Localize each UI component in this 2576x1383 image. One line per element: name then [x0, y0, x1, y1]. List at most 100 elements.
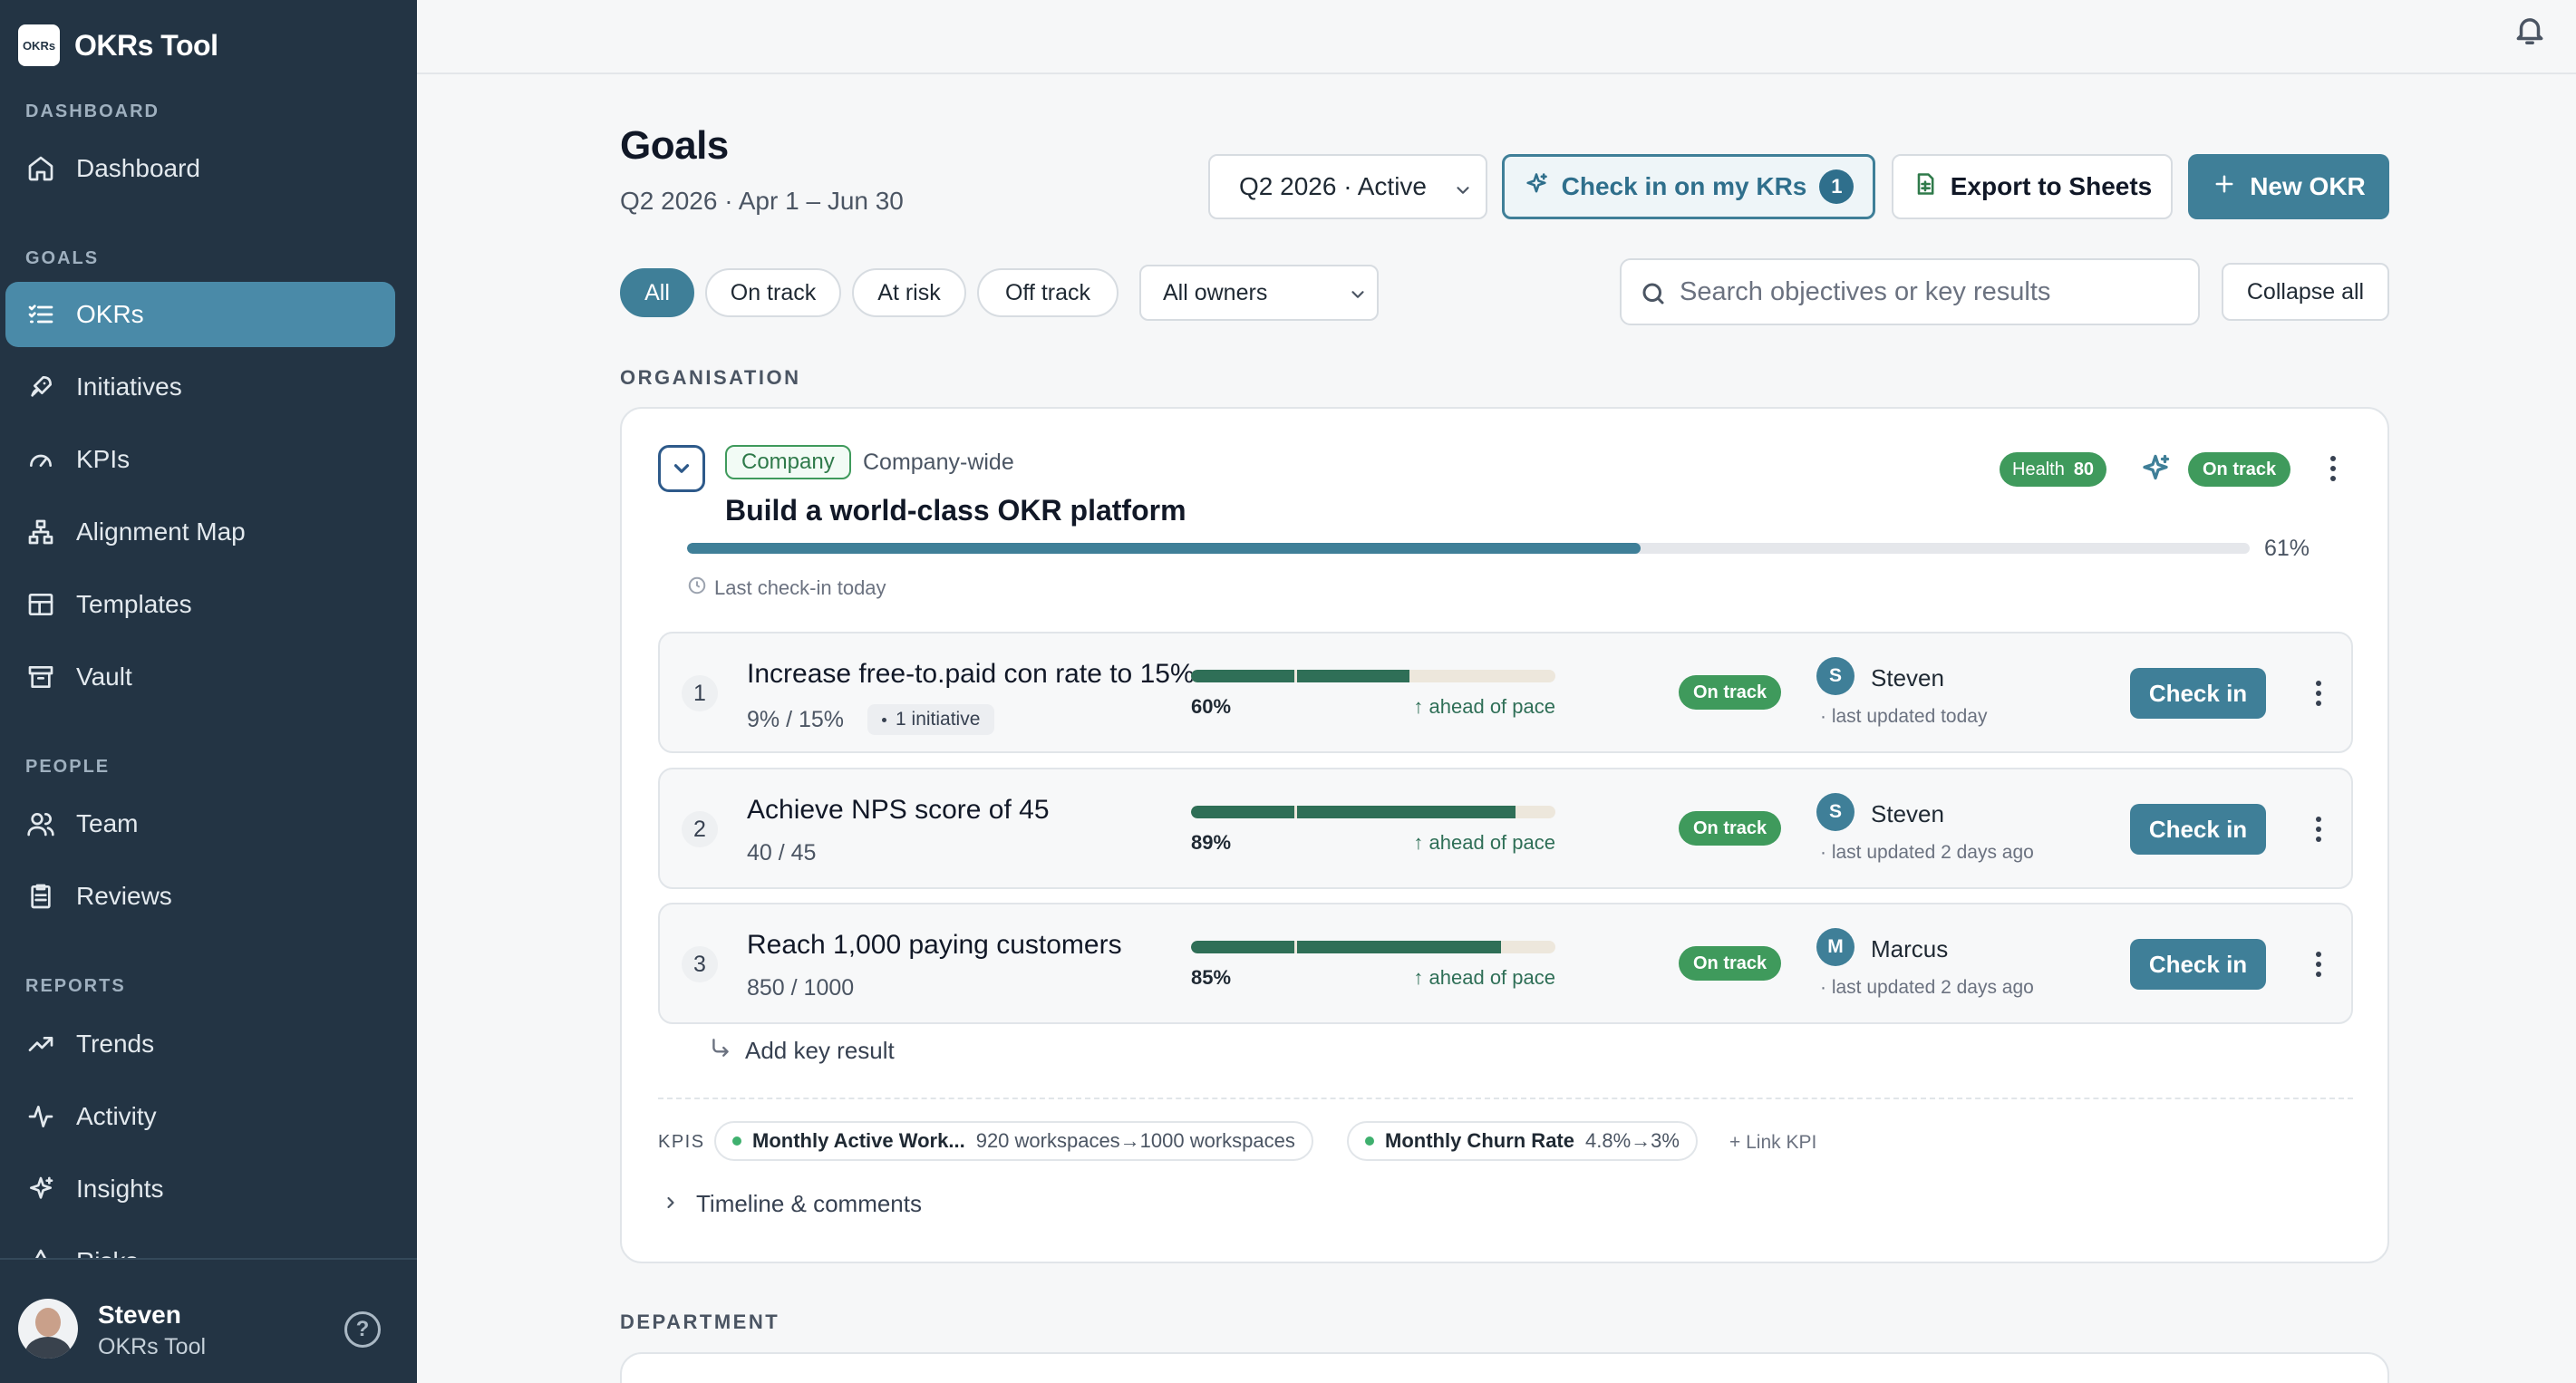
department-card	[620, 1352, 2389, 1383]
filter-on-track[interactable]: On track	[705, 268, 841, 317]
timeline-toggle[interactable]: Timeline & comments	[662, 1190, 922, 1218]
sparkle-icon[interactable]	[2139, 452, 2172, 485]
kr-meta: 9% / 15% 1 initiative	[747, 704, 995, 735]
more-options-icon[interactable]	[2310, 948, 2328, 981]
divider	[658, 1098, 2353, 1099]
sidebar-item-label: OKRs	[76, 300, 144, 328]
objective-tag: Company	[725, 445, 851, 479]
kr-pace: ↑ ahead of pace	[1413, 695, 1555, 718]
kpi-chip[interactable]: Monthly Churn Rate 4.8%→3%	[1347, 1121, 1698, 1161]
initiative-label: 1 initiative	[896, 709, 981, 730]
team-icon	[25, 808, 56, 839]
sidebar-item-insights[interactable]: Insights	[5, 1156, 395, 1222]
add-key-result-label: Add key result	[745, 1037, 895, 1064]
kpi-chip[interactable]: Monthly Active Work... 920 workspaces→10…	[714, 1121, 1313, 1161]
clipboard-icon	[25, 881, 56, 912]
new-okr-label: New OKR	[2250, 172, 2366, 200]
sidebar-item-vault[interactable]: Vault	[5, 644, 395, 710]
last-updated: · last updated 2 days ago	[1820, 842, 2034, 863]
search-icon	[1640, 280, 1667, 307]
objective-progress-bar	[687, 543, 2250, 554]
link-kpi-button[interactable]: + Link KPI	[1729, 1132, 1817, 1153]
sidebar-item-label: Dashboard	[76, 154, 200, 182]
bell-icon[interactable]	[2513, 13, 2549, 49]
kr-progress-bar	[1191, 806, 1555, 818]
more-options-icon[interactable]	[2310, 813, 2328, 846]
period-select[interactable]: Q2 2026 · Active	[1208, 154, 1487, 219]
activity-icon	[25, 1101, 56, 1132]
sidebar-item-okrs[interactable]: OKRs	[5, 282, 395, 347]
kr-number: 3	[682, 946, 718, 982]
kr-title[interactable]: Achieve NPS score of 45	[747, 795, 1050, 825]
health-badge: Health 80	[2000, 452, 2107, 487]
sidebar-item-dashboard[interactable]: Dashboard	[5, 136, 395, 201]
initiative-chip[interactable]: 1 initiative	[867, 704, 995, 735]
user-profile[interactable]: Steven OKRs Tool ?	[0, 1258, 417, 1383]
new-okr-button[interactable]: New OKR	[2188, 154, 2389, 219]
sidebar-item-initiatives[interactable]: Initiatives	[5, 354, 395, 420]
sidebar-item-reviews[interactable]: Reviews	[5, 864, 395, 929]
collapse-objective-button[interactable]	[658, 445, 705, 492]
owner-name: Steven	[1871, 800, 1944, 827]
add-key-result-button[interactable]: Add key result	[709, 1036, 895, 1066]
key-result-row[interactable]: 3 Reach 1,000 paying customers 850 / 100…	[658, 903, 2353, 1024]
more-options-icon[interactable]	[2324, 452, 2342, 485]
check-in-button[interactable]: Check in	[2130, 804, 2266, 855]
user-name: Steven	[98, 1301, 181, 1329]
top-bar	[417, 0, 2576, 74]
kr-count-badge: 1	[1819, 169, 1855, 204]
owner-name: Marcus	[1871, 935, 1949, 962]
help-icon[interactable]: ?	[344, 1311, 381, 1348]
sidebar-item-label: Trends	[76, 1030, 155, 1058]
last-checkin-text: Last check-in today	[714, 576, 886, 599]
collapse-all-button[interactable]: Collapse all	[2222, 263, 2389, 321]
kr-number: 2	[682, 811, 718, 847]
sidebar-item-kpis[interactable]: KPIs	[5, 427, 395, 492]
owner-name: Steven	[1871, 664, 1944, 692]
user-org: OKRs Tool	[98, 1334, 207, 1359]
filter-off-track[interactable]: Off track	[977, 268, 1119, 317]
progress-fill	[687, 543, 1641, 554]
kr-title[interactable]: Reach 1,000 paying customers	[747, 930, 1122, 960]
owners-value: All owners	[1163, 279, 1268, 305]
timeline-label: Timeline & comments	[696, 1190, 922, 1217]
owner-avatar: M	[1816, 928, 1855, 966]
kr-title[interactable]: Increase free-to.paid con rate to 15%	[747, 659, 1195, 689]
sidebar-item-activity[interactable]: Activity	[5, 1084, 395, 1149]
health-label: Health	[2012, 459, 2065, 479]
sidebar-item-label: Alignment Map	[76, 517, 246, 546]
key-result-row[interactable]: 1 Increase free-to.paid con rate to 15% …	[658, 632, 2353, 753]
sidebar-item-label: KPIs	[76, 445, 131, 473]
brand[interactable]: OKRs OKRs Tool	[18, 24, 218, 66]
check-in-my-krs-button[interactable]: Check in on my KRs 1	[1502, 154, 1875, 219]
section-label-people: PEOPLE	[25, 757, 111, 777]
export-to-sheets-button[interactable]: Export to Sheets	[1892, 154, 2173, 219]
check-in-button[interactable]: Check in	[2130, 668, 2266, 719]
last-updated: · last updated 2 days ago	[1820, 977, 2034, 998]
status-badge: On track	[1679, 811, 1782, 846]
sidebar-item-trends[interactable]: Trends	[5, 1011, 395, 1077]
section-label-goals: GOALS	[25, 248, 100, 268]
sidebar-item-team[interactable]: Team	[5, 791, 395, 856]
more-options-icon[interactable]	[2310, 677, 2328, 710]
key-result-row[interactable]: 2 Achieve NPS score of 45 40 / 45 89% ↑ …	[658, 768, 2353, 889]
kr-pace: ↑ ahead of pace	[1413, 831, 1555, 854]
kr-meta: 850 / 1000	[747, 975, 854, 1001]
search-placeholder: Search objectives or key results	[1680, 276, 2051, 306]
section-label-dashboard: DASHBOARD	[25, 102, 160, 121]
owners-select[interactable]: All owners	[1139, 265, 1379, 321]
last-updated: · last updated today	[1820, 706, 1988, 727]
objective-title[interactable]: Build a world-class OKR platform	[725, 494, 1186, 527]
filter-all[interactable]: All	[620, 268, 694, 317]
check-in-button[interactable]: Check in	[2130, 939, 2266, 990]
app-name: OKRs Tool	[74, 28, 218, 62]
search-input[interactable]: Search objectives or key results	[1620, 258, 2200, 325]
sidebar-item-label: Vault	[76, 662, 132, 691]
clock-icon	[687, 575, 707, 601]
kr-number: 1	[682, 675, 718, 711]
corner-arrow-icon	[709, 1036, 732, 1066]
filter-at-risk[interactable]: At risk	[852, 268, 966, 317]
sidebar-item-templates[interactable]: Templates	[5, 572, 395, 637]
export-label: Export to Sheets	[1950, 172, 2153, 200]
sidebar-item-alignment-map[interactable]: Alignment Map	[5, 499, 395, 565]
